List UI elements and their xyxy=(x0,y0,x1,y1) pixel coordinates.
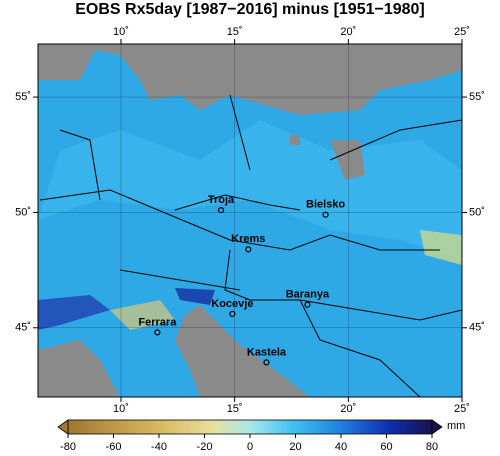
city-marker xyxy=(154,329,161,336)
city-marker xyxy=(322,211,329,218)
x-tick-label: 20˚ xyxy=(340,26,356,38)
city-label: Kastela xyxy=(247,346,287,358)
city-label: Troja xyxy=(208,194,235,206)
map-area xyxy=(38,44,462,397)
title: EOBS Rx5day [1987−2016] minus [1951−1980… xyxy=(75,1,425,18)
colorbar-unit: mm xyxy=(447,420,465,432)
city-marker xyxy=(263,359,270,366)
city-marker xyxy=(217,207,225,214)
y-tick-label: 55˚ xyxy=(469,91,485,103)
colorbar-tick-label: 60 xyxy=(380,441,392,453)
city-label: Krems xyxy=(231,233,265,245)
colorbar-high-arrow xyxy=(431,419,443,435)
land-shade xyxy=(420,230,462,265)
colorbar-tick-label: 20 xyxy=(289,441,301,453)
colorbar-tick-label: -20 xyxy=(197,441,213,453)
colorbar-low-arrow xyxy=(57,419,69,435)
land-shade xyxy=(38,295,110,330)
y-tick-label: 45˚ xyxy=(469,322,485,334)
x-tick-label: 15˚ xyxy=(227,26,243,38)
city-label: Ferrara xyxy=(138,316,177,328)
x-tick-label: 10˚ xyxy=(113,26,129,38)
x-tick-label: 25˚ xyxy=(454,403,470,415)
city-marker xyxy=(229,310,236,318)
y-tick-label: 45˚ xyxy=(15,322,31,334)
y-tick-label: 55˚ xyxy=(15,91,31,103)
x-tick-label: 20˚ xyxy=(340,403,356,415)
missing-data xyxy=(290,135,365,180)
colorbar-tick-label: 80 xyxy=(426,441,438,453)
sea xyxy=(175,305,310,397)
y-tick-label: 50˚ xyxy=(469,206,485,218)
city-label: Bielsko xyxy=(306,199,345,211)
city-label: Kocevje xyxy=(211,298,253,310)
land-shade xyxy=(175,288,215,305)
colorbar-tick-label: -40 xyxy=(151,441,167,453)
sea xyxy=(38,340,120,397)
x-tick-label: 15˚ xyxy=(227,403,243,415)
borders xyxy=(39,94,462,397)
city-marker xyxy=(245,246,252,253)
colorbar xyxy=(67,419,433,435)
city-marker xyxy=(304,301,311,308)
x-tick-label: 10˚ xyxy=(113,403,129,415)
city-label: Baranya xyxy=(286,289,330,301)
colorbar-tick-label: 40 xyxy=(335,441,347,453)
x-tick-label: 25˚ xyxy=(454,26,470,38)
land-shade xyxy=(110,300,175,330)
colorbar-tick-label: -60 xyxy=(106,441,122,453)
colorbar-tick-label: 0 xyxy=(247,441,253,453)
colorbar-tick-label: -80 xyxy=(60,441,76,453)
y-tick-label: 50˚ xyxy=(15,206,31,218)
